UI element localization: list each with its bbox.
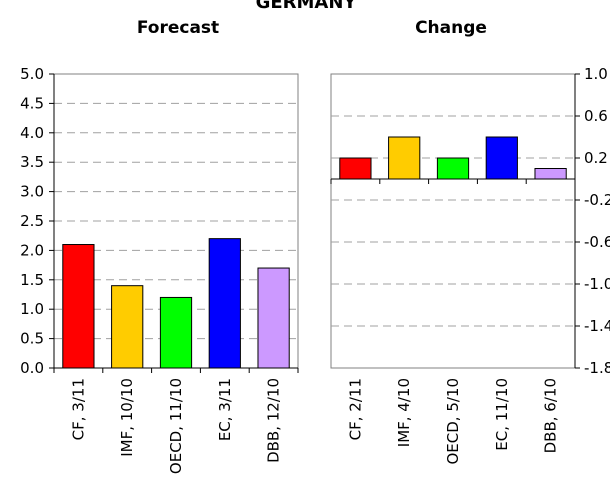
change-y-tick-label: -0.6 [584,233,610,251]
change-bar [534,168,567,180]
change-bars [339,136,567,180]
forecast-y-tick-label: 1.0 [20,300,44,318]
forecast-category-label: DBB, 12/10 [265,378,283,463]
forecast-bar [208,238,241,369]
forecast-y-tick-label: 2.0 [20,241,44,259]
change-y-tick-label: 1.0 [584,65,608,83]
forecast-x-axis: CF, 3/11 IMF, 10/10 OECD, 11/10 EC, 3/11 DBB… [53,367,299,474]
forecast-panel: Forecast 0.0 0.5 1.0 1.5 2.0 2.5 3.0 3.5 4.0 4.5 5… [20,18,299,474]
forecast-y-tick-label: 2.5 [20,212,44,230]
change-y-tick-label: 0.6 [584,107,608,125]
change-bar [485,136,518,180]
change-category-label: CF, 2/11 [346,378,364,440]
forecast-category-label: OECD, 11/10 [167,378,185,474]
forecast-y-tick-label: 4.0 [20,124,44,142]
forecast-y-tick-label: 3.0 [20,183,44,201]
change-plot-area [330,73,576,369]
forecast-y-tick-label: 0.5 [20,330,44,348]
forecast-y-tick-label: 5.0 [20,65,44,83]
change-category-label: DBB, 6/10 [542,378,560,453]
change-y-tick-label: -0.2 [584,191,610,209]
change-panel: Change -1.8 -1.4 -1.0 -0.6 -0.2 0.2 0.6 1.0 CF,… [330,18,610,465]
forecast-y-tick-label: 4.5 [20,94,44,112]
forecast-bar [257,267,290,369]
change-y-tick-label: 0.2 [584,149,608,167]
forecast-subtitle: Forecast [137,18,219,38]
change-category-label: IMF, 4/10 [395,378,413,447]
change-y-axis: -1.8 -1.4 -1.0 -0.6 -0.2 0.2 0.6 1.0 [574,65,610,377]
change-category-label: OECD, 5/10 [444,378,462,465]
forecast-y-tick-label: 1.5 [20,271,44,289]
chart-title: GERMANY [256,0,358,13]
change-category-label: EC, 11/10 [493,378,511,451]
forecast-y-axis: 0.0 0.5 1.0 1.5 2.0 2.5 3.0 3.5 4.0 4.5 5.0 [20,65,55,377]
change-x-axis: CF, 2/11 IMF, 4/10 OECD, 5/10 EC, 11/10 DBB,… [330,178,576,465]
change-y-tick-label: -1.8 [584,359,610,377]
forecast-category-label: CF, 3/11 [69,378,87,440]
change-y-tick-label: -1.4 [584,317,610,335]
change-bar [388,136,421,180]
forecast-bar [111,285,144,369]
change-subtitle: Change [415,18,487,38]
forecast-bar [159,296,193,369]
change-y-tick-label: -1.0 [584,275,610,293]
forecast-y-tick-label: 3.5 [20,153,44,171]
forecast-bars [62,238,290,369]
change-bar [339,157,372,180]
change-bar [436,157,470,180]
forecast-bar [62,244,95,369]
forecast-category-label: EC, 3/11 [216,378,234,441]
forecast-y-tick-label: 0.0 [20,359,44,377]
forecast-category-label: IMF, 10/10 [118,378,136,457]
